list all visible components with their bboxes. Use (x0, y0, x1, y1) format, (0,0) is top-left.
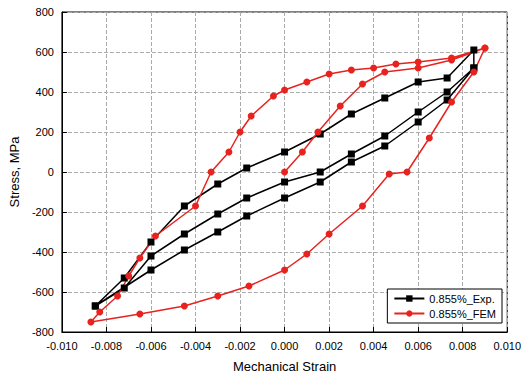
svg-text:0.855%_Exp.: 0.855%_Exp. (429, 293, 494, 305)
svg-text:0: 0 (48, 166, 54, 178)
svg-text:600: 600 (36, 46, 54, 58)
svg-text:Mechanical Strain: Mechanical Strain (233, 359, 336, 374)
svg-text:0.004: 0.004 (360, 340, 388, 352)
svg-text:-0.008: -0.008 (91, 340, 122, 352)
svg-text:0.855%_FEM: 0.855%_FEM (429, 308, 496, 320)
svg-text:-0.006: -0.006 (135, 340, 166, 352)
svg-text:0.008: 0.008 (449, 340, 477, 352)
svg-text:200: 200 (36, 126, 54, 138)
svg-text:800: 800 (36, 6, 54, 18)
svg-text:-400: -400 (32, 246, 54, 258)
svg-text:-0.002: -0.002 (224, 340, 255, 352)
svg-text:-200: -200 (32, 206, 54, 218)
svg-text:-800: -800 (32, 326, 54, 338)
svg-text:0.006: 0.006 (404, 340, 432, 352)
svg-text:400: 400 (36, 86, 54, 98)
svg-text:-0.010: -0.010 (46, 340, 77, 352)
svg-text:Stress, MPa: Stress, MPa (7, 136, 22, 208)
svg-text:-0.004: -0.004 (180, 340, 211, 352)
svg-text:-600: -600 (32, 286, 54, 298)
svg-text:0.000: 0.000 (271, 340, 299, 352)
svg-text:0.010: 0.010 (493, 340, 521, 352)
svg-text:0.002: 0.002 (315, 340, 343, 352)
